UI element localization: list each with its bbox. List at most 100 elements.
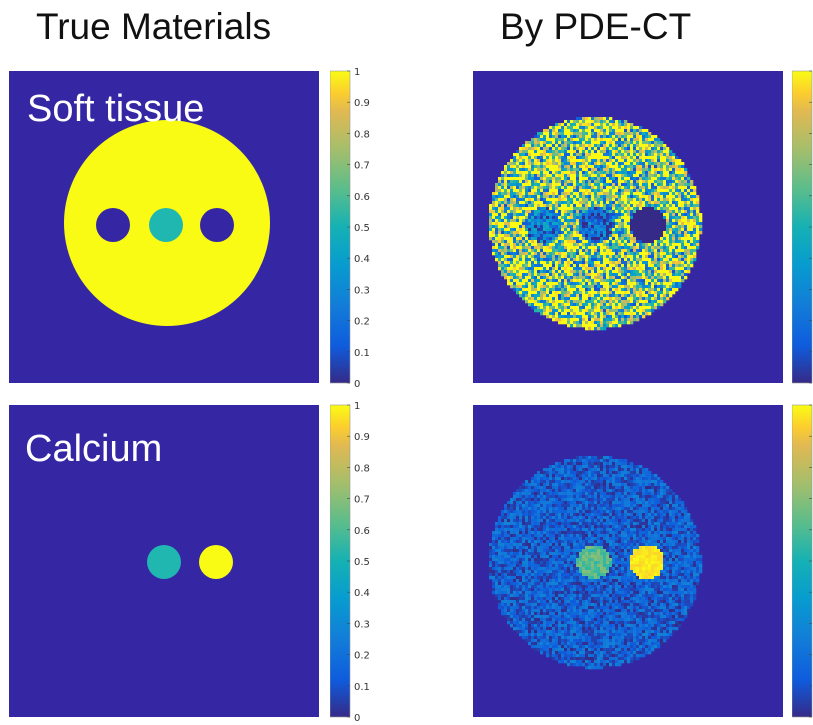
noise-pixel (654, 171, 658, 175)
noise-pixel (618, 492, 622, 496)
noise-pixel (636, 192, 640, 196)
noise-pixel (645, 267, 649, 271)
noise-pixel (672, 192, 676, 196)
noise-pixel (564, 513, 568, 517)
noise-pixel (594, 456, 598, 460)
noise-pixel (567, 459, 571, 463)
noise-pixel (663, 213, 667, 217)
noise-pixel (531, 306, 535, 310)
noise-pixel (549, 216, 553, 220)
noise-pixel (660, 198, 664, 202)
noise-pixel (657, 162, 661, 166)
noise-pixel (657, 501, 661, 505)
noise-pixel (549, 183, 553, 187)
noise-pixel (633, 228, 637, 232)
noise-pixel (606, 519, 610, 523)
noise-pixel (576, 186, 580, 190)
noise-pixel (567, 312, 571, 316)
noise-pixel (657, 519, 661, 523)
noise-pixel (636, 258, 640, 262)
noise-pixel (543, 279, 547, 283)
noise-pixel (600, 198, 604, 202)
noise-pixel (534, 495, 538, 499)
noise-pixel (564, 240, 568, 244)
noise-pixel (627, 240, 631, 244)
noise-pixel (552, 174, 556, 178)
noise-pixel (555, 201, 559, 205)
noise-pixel (594, 303, 598, 307)
noise-pixel (507, 261, 511, 265)
noise-pixel (573, 315, 577, 319)
noise-pixel (648, 273, 652, 277)
noise-pixel (657, 489, 661, 493)
noise-pixel (630, 201, 634, 205)
noise-pixel (615, 168, 619, 172)
noise-pixel (615, 462, 619, 466)
noise-pixel (624, 213, 628, 217)
noise-pixel (642, 186, 646, 190)
noise-pixel (576, 519, 580, 523)
noise-pixel (582, 174, 586, 178)
noise-pixel (648, 309, 652, 313)
noise-pixel (555, 474, 559, 478)
noise-pixel (543, 138, 547, 142)
noise-pixel (648, 177, 652, 181)
noise-pixel (576, 132, 580, 136)
noise-pixel (510, 252, 514, 256)
noise-pixel (522, 159, 526, 163)
noise-pixel (687, 231, 691, 235)
noise-pixel (612, 252, 616, 256)
noise-pixel (543, 255, 547, 259)
noise-pixel (558, 501, 562, 505)
noise-pixel (513, 522, 517, 526)
noise-pixel (534, 177, 538, 181)
noise-pixel (594, 510, 598, 514)
noise-pixel (528, 252, 532, 256)
noise-pixel (522, 297, 526, 301)
noise-pixel (588, 123, 592, 127)
noise-pixel (594, 297, 598, 301)
noise-pixel (630, 129, 634, 133)
noise-pixel (552, 258, 556, 262)
noise-pixel (552, 195, 556, 199)
noise-pixel (624, 222, 628, 226)
noise-pixel (651, 204, 655, 208)
noise-pixel (582, 186, 586, 190)
noise-pixel (543, 468, 547, 472)
noise-pixel (672, 159, 676, 163)
noise-pixel (642, 276, 646, 280)
noise-pixel (516, 198, 520, 202)
noise-pixel (567, 258, 571, 262)
noise-pixel (609, 219, 613, 223)
noise-pixel (675, 516, 679, 520)
noise-pixel (651, 183, 655, 187)
noise-pixel (549, 288, 553, 292)
noise-pixel (609, 300, 613, 304)
noise-pixel (630, 165, 634, 169)
noise-pixel (489, 237, 493, 241)
noise-pixel (528, 186, 532, 190)
noise-pixel (567, 219, 571, 223)
noise-pixel (573, 288, 577, 292)
noise-pixel (555, 267, 559, 271)
noise-pixel (510, 249, 514, 253)
noise-pixel (555, 318, 559, 322)
noise-pixel (603, 129, 607, 133)
noise-pixel (618, 300, 622, 304)
noise-pixel (531, 261, 535, 265)
noise-pixel (579, 321, 583, 325)
noise-pixel (594, 237, 598, 241)
noise-pixel (540, 486, 544, 490)
noise-pixel (648, 300, 652, 304)
noise-pixel (561, 267, 565, 271)
noise-pixel (630, 282, 634, 286)
noise-pixel (594, 261, 598, 265)
noise-pixel (597, 213, 601, 217)
noise-pixel (597, 153, 601, 157)
noise-pixel (567, 294, 571, 298)
noise-pixel (528, 174, 532, 178)
noise-pixel (615, 264, 619, 268)
noise-pixel (642, 150, 646, 154)
noise-pixel (558, 246, 562, 250)
noise-pixel (525, 291, 529, 295)
